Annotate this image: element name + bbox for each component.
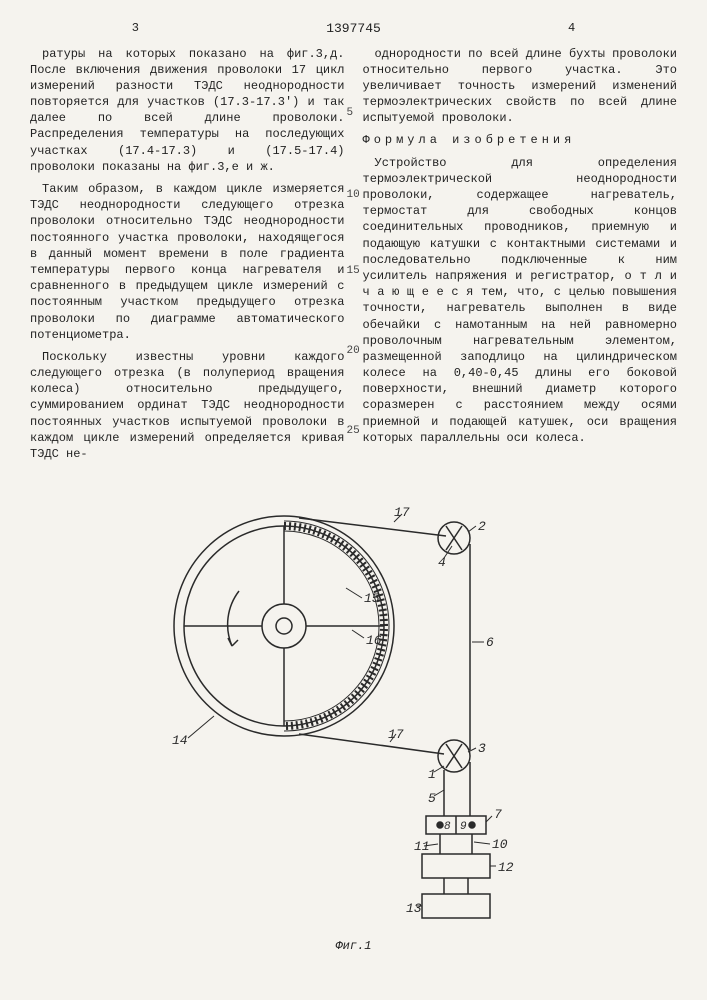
document-number: 1397745 [326, 20, 381, 38]
right-p1: однородности по всей длине бухты проволо… [363, 46, 678, 127]
right-page-number: 4 [552, 20, 592, 38]
terminal-8 [437, 822, 443, 828]
left-p1: ратуры на которых показано на фиг.3,д. П… [30, 46, 345, 176]
left-p3: Поскольку известны уровни каждого следую… [30, 349, 345, 462]
label-16: 16 [366, 633, 382, 648]
label-12: 12 [498, 860, 514, 875]
label-13: 13 [406, 901, 422, 916]
label-14: 14 [172, 733, 188, 748]
figure-1-diagram: 17 2 4 6 15 16 14 17 3 1 5 7 8 9 10 11 1… [144, 476, 564, 936]
text-columns: ратуры на которых показано на фиг.3,д. П… [30, 46, 677, 469]
label-5: 5 [428, 791, 436, 806]
label-11: 11 [414, 839, 430, 854]
leader-2 [468, 526, 476, 532]
right-p2: Устройство для определения термоэлектрич… [363, 155, 678, 446]
line-num: 5 [347, 106, 354, 121]
leader-16 [352, 630, 364, 638]
label-1: 1 [428, 767, 436, 782]
label-15: 15 [364, 591, 380, 606]
label-2: 2 [478, 519, 486, 534]
formula-title: Формула изобретения [363, 132, 678, 148]
right-column: 5 10 15 20 25 однородности по всей длине… [363, 46, 678, 469]
label-17-top: 17 [394, 505, 410, 520]
line-num: 10 [347, 188, 360, 203]
left-page-number: 3 [115, 20, 155, 38]
label-6: 6 [486, 635, 494, 650]
line-num: 15 [347, 264, 360, 279]
figure-caption: Фиг.1 [30, 938, 677, 954]
line-num: 25 [347, 424, 360, 439]
wheel-axle [276, 618, 292, 634]
leader-15 [346, 588, 362, 598]
recorder-block [422, 894, 490, 918]
terminal-9 [469, 822, 475, 828]
leader-10 [474, 842, 490, 844]
amplifier-block [422, 854, 490, 878]
rotation-arrow [227, 591, 238, 646]
left-column: ратуры на которых показано на фиг.3,д. П… [30, 46, 345, 469]
line-num: 20 [347, 344, 360, 359]
wire-bottom [299, 734, 444, 754]
label-3: 3 [478, 741, 486, 756]
leader-7 [486, 816, 492, 822]
label-10: 10 [492, 837, 508, 852]
page-header: 3 1397745 4 [30, 20, 677, 38]
left-p2: Таким образом, в каждом цикле измеряется… [30, 181, 345, 343]
label-8: 8 [444, 821, 451, 833]
leader-14 [188, 716, 214, 738]
label-9: 9 [460, 821, 467, 833]
label-7: 7 [494, 807, 502, 822]
wheel-hub [262, 604, 306, 648]
